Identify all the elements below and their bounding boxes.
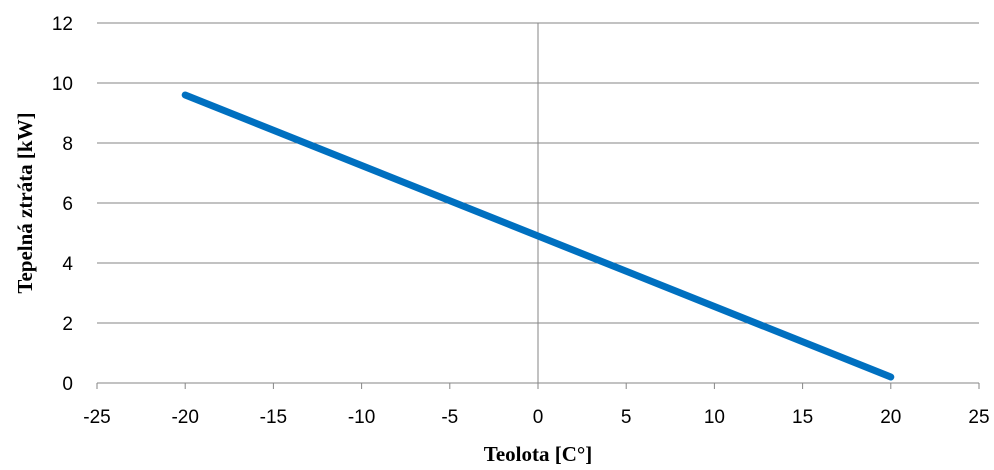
y-tick-label: 6 (62, 194, 73, 215)
y-axis-title: Tepelná ztráta [kW] (13, 112, 37, 293)
y-tick-label: 2 (62, 314, 73, 335)
y-tick-labels: 0 2 4 6 8 10 12 (52, 14, 74, 395)
x-tick-label: 0 (533, 407, 544, 428)
x-tick-label: -10 (348, 407, 375, 428)
x-tick-label: 25 (968, 407, 989, 428)
y-tick-label: 10 (52, 74, 73, 95)
x-tick-labels: -25 -20 -15 -10 -5 0 5 10 15 20 25 (83, 407, 989, 428)
y-tick-label: 4 (62, 254, 73, 275)
x-axis-title: Teolota [C°] (484, 442, 593, 466)
x-tick-label: -25 (83, 407, 110, 428)
x-tick-label: -15 (260, 407, 287, 428)
x-tick-label: 15 (792, 407, 813, 428)
y-tick-label: 8 (62, 134, 73, 155)
y-tick-label: 12 (52, 14, 73, 35)
axes (96, 22, 980, 389)
x-tick-label: -20 (171, 407, 198, 428)
x-tick-label: 10 (704, 407, 725, 428)
x-tick-label: 20 (880, 407, 901, 428)
x-tick-label: -5 (441, 407, 458, 428)
series-layer (181, 91, 895, 381)
x-tick-label: 5 (621, 407, 632, 428)
y-tick-label: 0 (62, 374, 73, 395)
series-line-0 (181, 91, 895, 381)
